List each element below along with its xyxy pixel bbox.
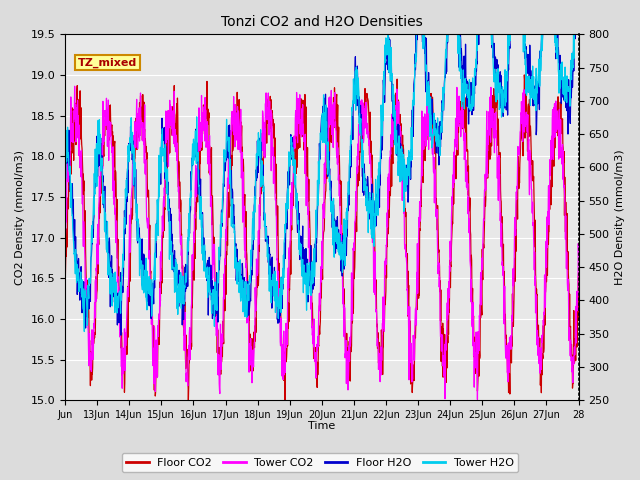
- Title: Tonzi CO2 and H2O Densities: Tonzi CO2 and H2O Densities: [221, 15, 422, 29]
- Legend: Floor CO2, Tower CO2, Floor H2O, Tower H2O: Floor CO2, Tower CO2, Floor H2O, Tower H…: [122, 453, 518, 472]
- Y-axis label: H2O Density (mmol/m3): H2O Density (mmol/m3): [615, 149, 625, 285]
- Text: TZ_mixed: TZ_mixed: [78, 58, 137, 68]
- Y-axis label: CO2 Density (mmol/m3): CO2 Density (mmol/m3): [15, 150, 25, 285]
- X-axis label: Time: Time: [308, 421, 335, 432]
